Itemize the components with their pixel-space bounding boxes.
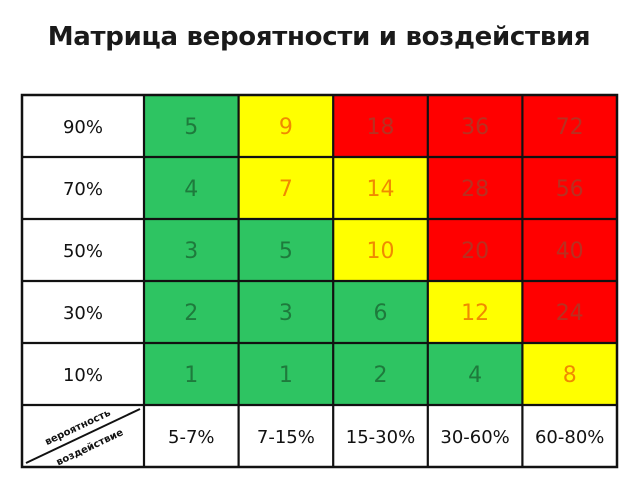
column-label: 30-60%	[440, 427, 509, 448]
matrix-cell	[427, 281, 523, 343]
grid-layer	[20, 93, 619, 469]
cell-value: 18	[367, 115, 395, 140]
matrix-cell	[522, 281, 617, 343]
row-label: 10%	[63, 365, 103, 386]
cell-value: 1	[184, 363, 198, 388]
cell-value: 10	[367, 239, 395, 264]
row-label: 30%	[63, 303, 103, 324]
matrix-cell	[144, 219, 239, 281]
matrix-cell	[333, 343, 428, 405]
matrix-cell	[333, 219, 428, 281]
matrix-cell	[427, 95, 523, 157]
cell-value: 14	[367, 177, 395, 202]
cell-value: 8	[563, 363, 577, 388]
cell-value: 5	[184, 115, 198, 140]
matrix-cell	[238, 343, 334, 405]
row-label: 50%	[63, 241, 103, 262]
cell-value: 9	[279, 115, 293, 140]
column-label: 7-15%	[257, 427, 315, 448]
cell-value: 3	[184, 239, 198, 264]
cell-value: 5	[279, 239, 293, 264]
chart-title: Матрица вероятности и воздействия	[47, 22, 591, 52]
cell-value: 7	[279, 177, 293, 202]
matrix-cell	[238, 281, 334, 343]
matrix-cell	[144, 343, 239, 405]
matrix-cell	[238, 219, 334, 281]
matrix-cell	[238, 157, 334, 219]
text-layer: 5 9 18 36 724 7 14 28 563 5 10 20 402 3 6 12 241 1 2 4 890%7…	[43, 115, 604, 468]
cell-value: 2	[184, 301, 198, 326]
corner-diagonal	[25, 408, 141, 464]
cell-value: 4	[184, 177, 198, 202]
column-label: 15-30%	[346, 427, 415, 448]
cell-value: 72	[556, 115, 584, 140]
cell-value: 36	[461, 115, 489, 140]
matrix-cell	[333, 157, 428, 219]
matrix-cell	[427, 343, 523, 405]
cell-value: 20	[461, 239, 489, 264]
matrix-cell	[522, 343, 617, 405]
cell-value: 28	[461, 177, 489, 202]
column-label: 60-80%	[535, 427, 604, 448]
cell-value: 3	[279, 301, 293, 326]
cell-value: 40	[556, 239, 584, 264]
matrix-cell	[522, 219, 617, 281]
matrix-cell	[522, 95, 617, 157]
cell-value: 1	[279, 363, 293, 388]
cell-value: 56	[556, 177, 584, 202]
matrix-cell	[144, 281, 239, 343]
row-label: 70%	[63, 179, 103, 200]
column-label: 5-7%	[168, 427, 215, 448]
cell-value: 4	[468, 363, 482, 388]
matrix-cell	[333, 95, 428, 157]
cell-value: 2	[374, 363, 388, 388]
matrix-cell	[238, 95, 334, 157]
matrix-cell	[333, 281, 428, 343]
matrix-cell	[144, 157, 239, 219]
cell-value: 12	[461, 301, 489, 326]
matrix-cell	[427, 219, 523, 281]
matrix-cell	[522, 157, 617, 219]
matrix-cell	[427, 157, 523, 219]
matrix-cell	[144, 95, 239, 157]
row-label: 90%	[63, 117, 103, 138]
cell-value: 6	[374, 301, 388, 326]
cell-value: 24	[556, 301, 584, 326]
